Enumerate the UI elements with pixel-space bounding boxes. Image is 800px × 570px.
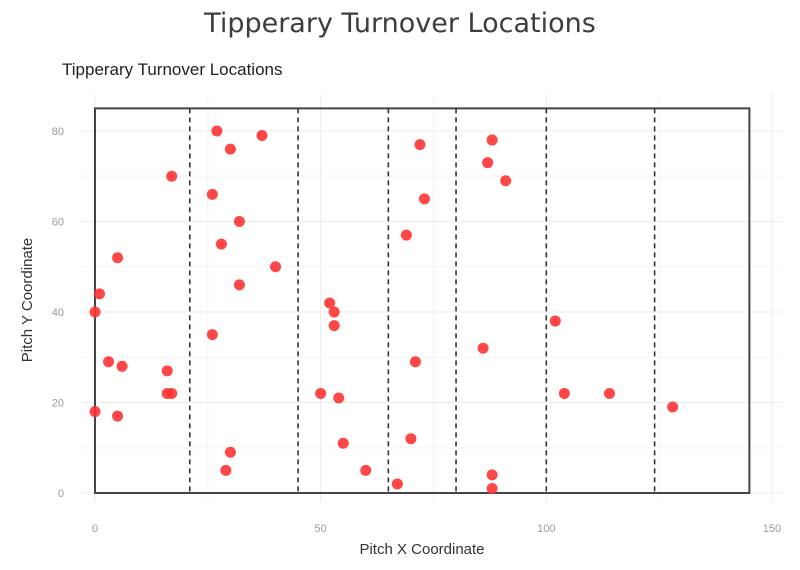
- turnover-point: [603, 387, 615, 399]
- svg-text:0: 0: [92, 523, 98, 535]
- turnover-point: [166, 387, 178, 399]
- turnover-point: [103, 356, 115, 368]
- turnover-point: [211, 125, 223, 137]
- turnover-point: [220, 464, 232, 476]
- pitch-outline: [94, 107, 751, 494]
- turnover-point: [414, 139, 426, 151]
- y-axis-label: Pitch Y Coordinate: [19, 238, 36, 363]
- turnover-point: [224, 446, 236, 458]
- turnover-point: [500, 175, 512, 187]
- turnover-point: [270, 261, 282, 273]
- pitch-dashed-lines: [188, 108, 656, 493]
- svg-text:80: 80: [52, 126, 64, 138]
- turnover-point: [224, 143, 236, 155]
- turnover-point: [486, 469, 498, 481]
- turnover-point: [89, 306, 101, 318]
- turnover-point: [400, 229, 412, 241]
- turnover-point: [233, 216, 245, 227]
- turnover-point: [166, 170, 178, 182]
- turnover-point: [315, 387, 327, 399]
- svg-text:50: 50: [315, 523, 327, 535]
- turnover-point: [549, 315, 561, 327]
- svg-text:40: 40: [52, 307, 64, 319]
- turnover-point: [482, 157, 494, 169]
- turnover-point: [558, 387, 570, 399]
- chart-subtitle: Tipperary Turnover Locations: [62, 60, 283, 79]
- turnover-point: [360, 464, 372, 476]
- turnover-point: [161, 365, 173, 377]
- x-axis-label: Pitch X Coordinate: [359, 541, 484, 558]
- turnover-point: [418, 193, 430, 205]
- turnover-point: [112, 410, 124, 422]
- turnover-point: [206, 329, 218, 341]
- turnover-point: [116, 360, 128, 372]
- turnover-point: [89, 406, 101, 418]
- turnover-point: [324, 297, 336, 309]
- turnover-point: [477, 342, 489, 354]
- turnover-point: [206, 188, 218, 200]
- turnover-points: [89, 125, 679, 494]
- turnover-point: [409, 356, 421, 368]
- svg-text:0: 0: [58, 488, 64, 500]
- svg-text:20: 20: [52, 398, 64, 410]
- turnover-point: [94, 288, 106, 300]
- turnover-point: [486, 482, 498, 494]
- turnover-point: [112, 252, 124, 264]
- turnover-point: [391, 478, 403, 490]
- grid-lines: [81, 94, 781, 503]
- turnover-point: [337, 437, 349, 449]
- turnover-point: [486, 134, 498, 146]
- svg-text:60: 60: [52, 217, 64, 229]
- turnover-point: [233, 279, 245, 291]
- y-axis-ticks: 0 20 40 60 80: [52, 126, 64, 500]
- turnover-point: [215, 238, 227, 250]
- turnover-point: [333, 392, 345, 404]
- chart-title: Tipperary Turnover Locations: [204, 8, 596, 39]
- svg-text:100: 100: [537, 523, 555, 535]
- svg-text:150: 150: [763, 523, 781, 535]
- turnover-point: [328, 320, 340, 332]
- turnover-point: [405, 433, 417, 445]
- turnover-point: [667, 401, 679, 413]
- turnover-point: [328, 306, 340, 318]
- x-axis-ticks: 0 50 100 150: [92, 523, 781, 535]
- turnover-point: [256, 130, 268, 142]
